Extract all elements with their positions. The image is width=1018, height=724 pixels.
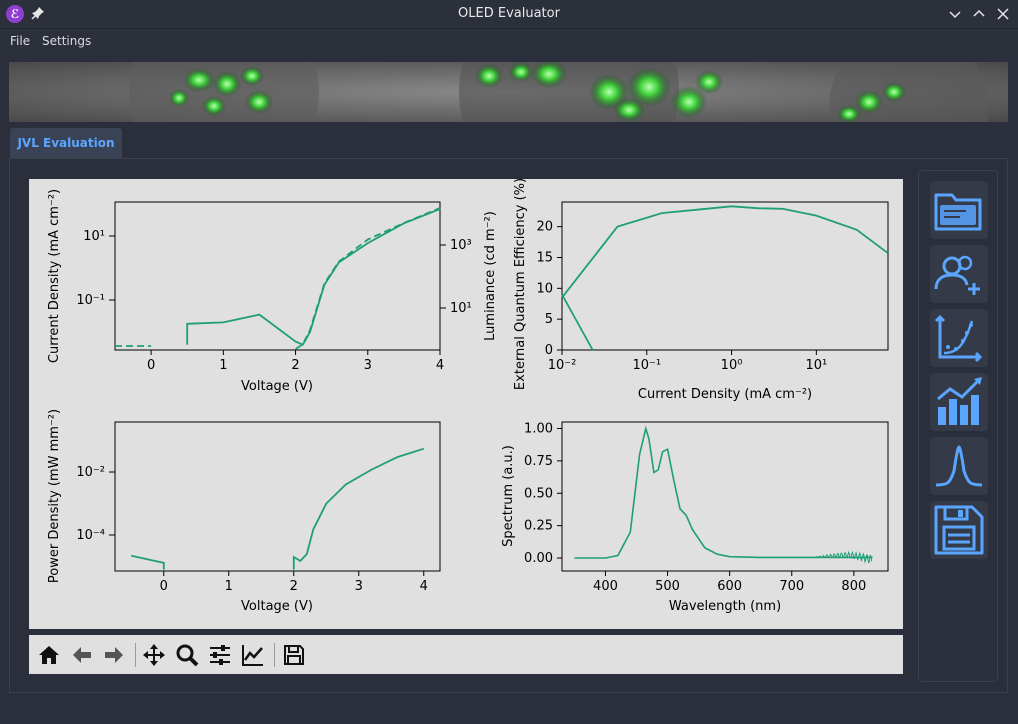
eqe-line-2 (561, 205, 889, 299)
home-icon[interactable] (37, 643, 61, 667)
power-ylabel: Power Density (mW mm⁻²) (47, 409, 62, 583)
jvl-xlabel: Voltage (V) (241, 379, 313, 394)
eqe-line-1 (561, 294, 594, 351)
power-plot: 0 1 2 3 4 Voltage (V) Power Density (mW mm⁻²… (47, 409, 441, 614)
menu-bar: File Settings (0, 29, 1018, 53)
oled-microscope-banner (9, 62, 1008, 122)
spectrum-ylabel: Spectrum (a.u.) (501, 445, 516, 547)
power-xtick-3: 3 (355, 579, 363, 594)
pin-icon[interactable] (30, 5, 46, 21)
power-xtick-2: 2 (290, 579, 298, 594)
jvl-axes (114, 201, 441, 351)
eqe-axes (561, 201, 889, 351)
eqe-ytick-0: 20 (536, 220, 553, 235)
fit-curve-button[interactable] (930, 309, 988, 367)
jvl-y2tick-2: 10¹ (450, 301, 472, 316)
spectrum-peak-icon (935, 445, 983, 487)
menu-settings[interactable]: Settings (42, 34, 92, 48)
eqe-ytick-4: 0 (545, 343, 553, 358)
configure-icon[interactable] (208, 643, 232, 667)
spectrum-axes (561, 421, 889, 572)
add-users-icon (934, 255, 980, 295)
plot-canvas[interactable]: 0 1 2 3 4 Voltage (V) Current Density (mA cm… (29, 178, 903, 629)
eqe-ytick-3: 5 (545, 312, 553, 327)
bar-chart-icon (937, 377, 982, 425)
back-icon[interactable] (70, 643, 94, 667)
side-action-panel (918, 170, 998, 682)
power-xtick-0: 0 (160, 579, 168, 594)
jvl-y2tick-1: 10³ (450, 238, 472, 253)
eqe-ytick-1: 15 (536, 251, 553, 266)
add-users-button[interactable] (930, 245, 988, 303)
minimize-button[interactable] (947, 6, 963, 22)
power-xtick-1: 1 (225, 579, 233, 594)
spectrum-plot: 400 500 600 700 800 Wavelength (nm) Spectrum… (501, 421, 889, 614)
jvl-xtick-2: 2 (291, 358, 299, 373)
title-bar: ℰ OLED Evaluator (0, 0, 1018, 29)
jvl-xtick-0: 0 (147, 358, 155, 373)
spectrum-ytick-4: 0.00 (524, 551, 553, 566)
jvl-xtick-3: 3 (364, 358, 372, 373)
spectrum-ytick-3: 0.25 (524, 519, 553, 534)
spectrum-xtick-1: 500 (655, 579, 680, 594)
eqe-ylabel: External Quantum Efficiency (%) (513, 179, 528, 390)
tab-label: JVL Evaluation (17, 136, 115, 150)
jvl-xtick-4: 4 (436, 358, 444, 373)
jvl-ytick-1: 10¹ (83, 229, 105, 244)
menu-file[interactable]: File (10, 34, 31, 48)
eqe-ytick-2: 10 (536, 281, 553, 296)
eqe-xtick-1: 10⁻¹ (632, 358, 661, 373)
spectrum-ytick-0: 1.00 (524, 421, 553, 436)
spectrum-line (574, 425, 873, 559)
jvl-ylabel: Current Density (mA cm⁻²) (47, 189, 62, 363)
eqe-xlabel: Current Density (mA cm⁻²) (638, 387, 812, 402)
spectrum-xtick-3: 700 (779, 579, 804, 594)
save-data-button[interactable] (930, 501, 988, 559)
floppy-save-icon (934, 505, 984, 555)
spectrum-xlabel: Wavelength (nm) (669, 599, 781, 614)
spectrum-ytick-1: 0.75 (524, 454, 553, 469)
edit-curve-icon[interactable] (241, 643, 265, 667)
spectrum-peak-button[interactable] (930, 437, 988, 495)
plot-toolbar (29, 635, 903, 674)
jvl-xtick-1: 1 (219, 358, 227, 373)
close-button[interactable] (995, 6, 1011, 22)
forward-icon[interactable] (102, 643, 126, 667)
window-title: OLED Evaluator (458, 6, 560, 21)
spectrum-ytick-2: 0.50 (524, 486, 553, 501)
toolbar-separator (135, 643, 136, 667)
spectrum-noise (816, 550, 873, 564)
save-icon[interactable] (282, 643, 306, 667)
eqe-plot: 10⁻² 10⁻¹ 10⁰ 10¹ Current Density (mA cm⁻²)… (513, 178, 889, 402)
toolbar-separator-2 (274, 643, 275, 667)
spectrum-xtick-2: 600 (717, 579, 742, 594)
tab-jvl-evaluation[interactable]: JVL Evaluation (10, 128, 122, 158)
power-xlabel: Voltage (V) (241, 599, 313, 614)
jvl-y2label: Luminance (cd m⁻²) (483, 211, 498, 341)
spectrum-xtick-0: 400 (593, 579, 618, 594)
pan-icon[interactable] (142, 643, 166, 667)
open-folder-icon (934, 193, 982, 231)
power-line-2 (292, 447, 425, 570)
jvl-ytick-2: 10⁻¹ (76, 293, 105, 308)
jvl-current-density-line (186, 208, 441, 346)
power-xtick-4: 4 (420, 579, 428, 594)
app-logo-icon: ℰ (6, 5, 24, 23)
open-folder-button[interactable] (930, 181, 988, 239)
spectrum-xtick-4: 800 (841, 579, 866, 594)
eqe-xtick-3: 10¹ (805, 358, 827, 373)
bar-chart-button[interactable] (930, 373, 988, 431)
power-line-1 (131, 554, 165, 570)
eqe-xtick-2: 10⁰ (721, 358, 743, 373)
plots-svg: 0 1 2 3 4 Voltage (V) Current Density (mA cm… (47, 178, 889, 614)
maximize-button[interactable] (971, 6, 987, 22)
jvl-plot: 0 1 2 3 4 Voltage (V) Current Density (mA cm… (47, 189, 498, 394)
power-axes (114, 421, 441, 572)
jvl-luminance-line (115, 207, 441, 350)
eqe-xtick-0: 10⁻² (548, 358, 577, 373)
fit-curve-icon (934, 314, 983, 363)
power-ytick-1: 10⁻² (76, 465, 105, 480)
zoom-icon[interactable] (175, 643, 199, 667)
power-ytick-2: 10⁻⁴ (76, 528, 105, 543)
